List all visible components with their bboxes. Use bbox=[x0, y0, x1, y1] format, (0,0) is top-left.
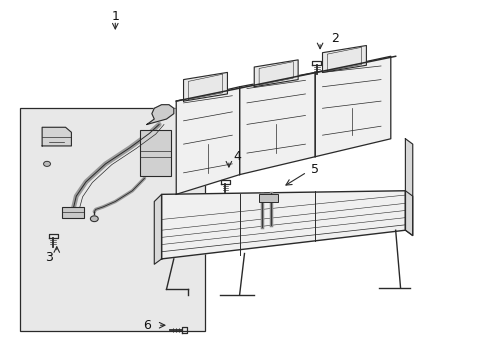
Text: 6: 6 bbox=[143, 319, 151, 332]
Polygon shape bbox=[161, 191, 405, 259]
Text: 4: 4 bbox=[233, 150, 241, 163]
Polygon shape bbox=[239, 72, 315, 175]
Bar bbox=[20, 108, 205, 330]
Bar bbox=[140, 130, 171, 176]
Polygon shape bbox=[183, 72, 227, 101]
Polygon shape bbox=[154, 194, 161, 264]
Text: 5: 5 bbox=[310, 163, 319, 176]
Polygon shape bbox=[322, 45, 366, 72]
Polygon shape bbox=[315, 56, 390, 157]
Text: 2: 2 bbox=[330, 32, 338, 45]
Polygon shape bbox=[405, 191, 412, 235]
Bar bbox=[62, 207, 83, 218]
Polygon shape bbox=[405, 139, 412, 235]
Circle shape bbox=[90, 216, 98, 222]
Polygon shape bbox=[254, 60, 298, 87]
Text: 3: 3 bbox=[45, 251, 53, 264]
Circle shape bbox=[43, 161, 50, 166]
Text: 1: 1 bbox=[111, 10, 119, 23]
Polygon shape bbox=[42, 127, 71, 146]
Bar bbox=[259, 194, 277, 202]
Polygon shape bbox=[147, 105, 173, 125]
Polygon shape bbox=[176, 87, 239, 194]
